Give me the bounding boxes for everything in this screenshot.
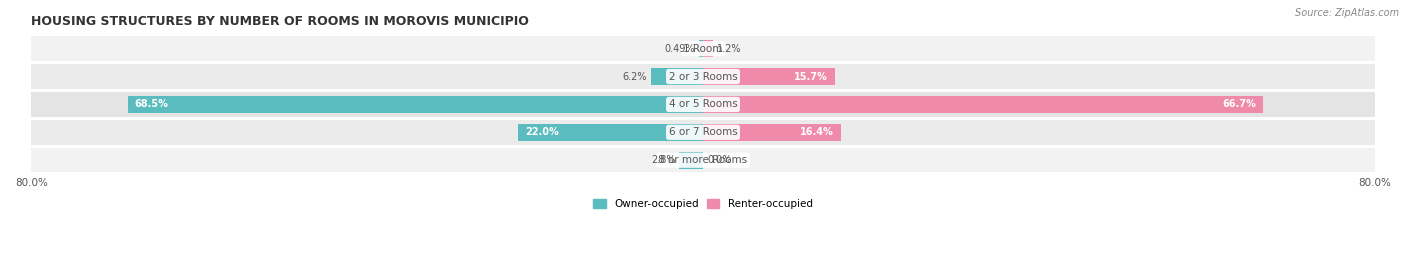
Text: 16.4%: 16.4% <box>800 127 834 137</box>
Text: 2.8%: 2.8% <box>651 155 675 165</box>
Text: 6.2%: 6.2% <box>623 72 647 82</box>
Text: Source: ZipAtlas.com: Source: ZipAtlas.com <box>1295 8 1399 18</box>
Text: 1 Room: 1 Room <box>683 44 723 54</box>
Text: 0.49%: 0.49% <box>664 44 695 54</box>
Text: 8 or more Rooms: 8 or more Rooms <box>658 155 748 165</box>
Bar <box>679 152 703 169</box>
Text: 22.0%: 22.0% <box>524 127 558 137</box>
Bar <box>31 92 1375 117</box>
Text: 2 or 3 Rooms: 2 or 3 Rooms <box>669 72 737 82</box>
Text: 0.0%: 0.0% <box>707 155 731 165</box>
Text: 15.7%: 15.7% <box>794 72 828 82</box>
Text: 4 or 5 Rooms: 4 or 5 Rooms <box>669 100 737 109</box>
Text: 68.5%: 68.5% <box>135 100 169 109</box>
Bar <box>703 68 835 85</box>
Bar <box>703 124 841 141</box>
Bar <box>699 40 703 57</box>
Bar <box>31 120 1375 145</box>
Text: 6 or 7 Rooms: 6 or 7 Rooms <box>669 127 737 137</box>
Legend: Owner-occupied, Renter-occupied: Owner-occupied, Renter-occupied <box>589 195 817 213</box>
Bar <box>651 68 703 85</box>
Bar <box>703 40 713 57</box>
Bar <box>31 148 1375 172</box>
Bar <box>519 124 703 141</box>
Bar <box>31 36 1375 61</box>
Text: HOUSING STRUCTURES BY NUMBER OF ROOMS IN MOROVIS MUNICIPIO: HOUSING STRUCTURES BY NUMBER OF ROOMS IN… <box>31 15 529 28</box>
Text: 1.2%: 1.2% <box>717 44 742 54</box>
Text: 66.7%: 66.7% <box>1222 100 1256 109</box>
Bar <box>703 96 1263 113</box>
Bar <box>31 64 1375 89</box>
Bar <box>128 96 703 113</box>
